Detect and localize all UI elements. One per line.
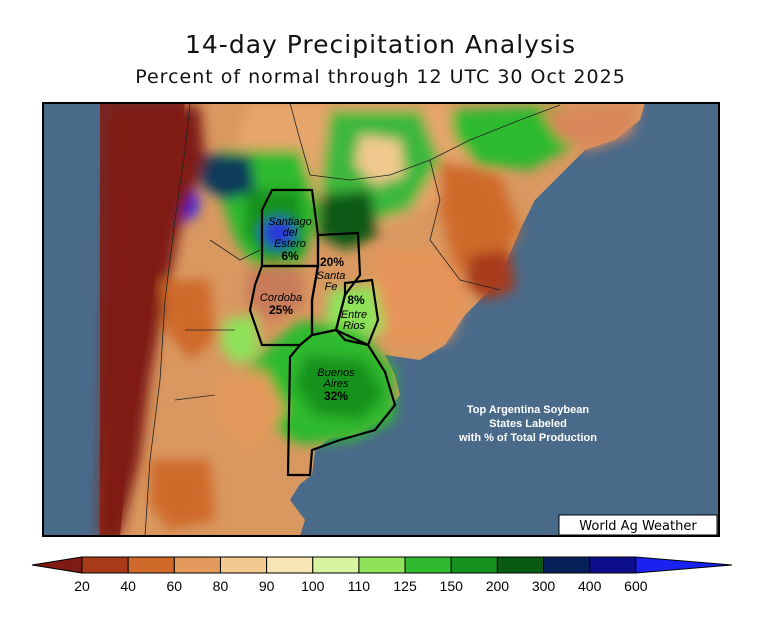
color-legend: 20 40 60 80 90 100 110 125 150 200 300 400 600 bbox=[31, 556, 733, 594]
entre-rios-outline bbox=[334, 278, 380, 347]
legend-arrow-right bbox=[635, 556, 733, 574]
legend-swatch bbox=[81, 556, 129, 574]
legend-swatch bbox=[173, 556, 221, 574]
map-area: Santiago del Estero 6% 20% Santa Fe Cord… bbox=[43, 103, 719, 536]
andes-region bbox=[100, 103, 185, 536]
legend-tick-label: 20 bbox=[74, 578, 90, 594]
state-percent: 25% bbox=[269, 303, 293, 317]
state-name: Fe bbox=[325, 281, 338, 293]
legend-swatch bbox=[496, 556, 545, 574]
state-labels: Santiago del Estero 6% 20% Santa Fe Cord… bbox=[260, 216, 367, 403]
legend-swatch bbox=[127, 556, 175, 574]
legend-tick-label: 40 bbox=[120, 578, 136, 594]
legend-swatch bbox=[404, 556, 452, 574]
state-name: Santiago bbox=[268, 216, 311, 228]
legend-tick-label: 200 bbox=[486, 578, 510, 594]
legend-swatch bbox=[219, 556, 268, 574]
state-percent: 20% bbox=[320, 255, 344, 269]
precip-fields bbox=[100, 103, 640, 536]
legend-swatch bbox=[450, 556, 498, 574]
state-percent: 32% bbox=[324, 389, 348, 403]
state-name: del bbox=[283, 227, 298, 239]
note-line: States Labeled bbox=[489, 418, 567, 430]
brand-label: World Ag Weather bbox=[579, 519, 697, 534]
note-line: with % of Total Production bbox=[458, 432, 597, 444]
legend-arrow-left bbox=[31, 556, 83, 574]
state-name: Cordoba bbox=[260, 292, 302, 304]
state-name: Aires bbox=[322, 378, 349, 390]
soybean-states bbox=[248, 188, 397, 477]
state-percent: 8% bbox=[347, 293, 365, 307]
state-name: Santa bbox=[317, 270, 346, 282]
state-name: Buenos bbox=[317, 367, 355, 379]
boundaries bbox=[144, 103, 561, 536]
map-subtitle: Percent of normal through 12 UTC 30 Oct … bbox=[135, 66, 626, 88]
legend-tick-label: 60 bbox=[167, 578, 183, 594]
state-name: Entre bbox=[341, 309, 367, 321]
legend-tick-label: 90 bbox=[259, 578, 275, 594]
legend-swatch bbox=[543, 556, 591, 574]
state-name: Rios bbox=[343, 320, 366, 332]
legend-tick-label: 150 bbox=[440, 578, 464, 594]
note-line: Top Argentina Soybean bbox=[467, 404, 590, 416]
map-frame bbox=[42, 102, 720, 537]
legend-tick-label: 600 bbox=[624, 578, 648, 594]
legend-swatch bbox=[312, 556, 360, 574]
production-note: Top Argentina Soybean States Labeled wit… bbox=[458, 404, 597, 444]
legend-tick-label: 125 bbox=[393, 578, 417, 594]
legend-swatch bbox=[358, 556, 406, 574]
legend-tick-label: 400 bbox=[578, 578, 602, 594]
legend-tick-label: 100 bbox=[301, 578, 325, 594]
legend-swatch bbox=[589, 556, 637, 574]
map-title: 14-day Precipitation Analysis bbox=[185, 30, 576, 59]
state-percent: 6% bbox=[281, 249, 299, 263]
buenos-aires-outline bbox=[286, 328, 397, 477]
legend-tick-label: 110 bbox=[348, 578, 371, 594]
legend-tick-label: 80 bbox=[213, 578, 229, 594]
state-name: Estero bbox=[274, 238, 306, 250]
legend-tick-label: 300 bbox=[532, 578, 556, 594]
legend-swatch bbox=[266, 556, 314, 574]
